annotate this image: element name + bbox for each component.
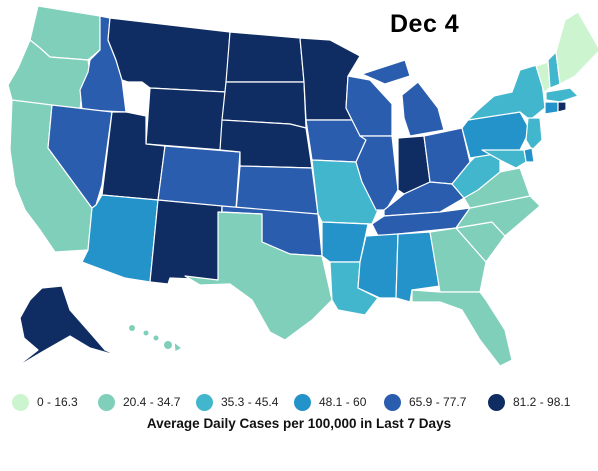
state-NM xyxy=(149,199,223,285)
legend-item-b4: 65.9 - 77.7 xyxy=(384,388,466,416)
state-RI xyxy=(557,101,567,113)
legend-swatch xyxy=(12,393,29,411)
state-MT xyxy=(107,17,231,93)
state-CT xyxy=(544,101,559,115)
us-choropleth-map xyxy=(7,5,598,369)
legend-item-b0: 0 - 16.3 xyxy=(12,388,78,416)
legend-item-b5: 81.2 - 98.1 xyxy=(488,388,570,416)
state-HI xyxy=(129,325,183,353)
state-MI xyxy=(361,59,445,137)
state-MD xyxy=(481,149,527,169)
legend-label: 81.2 - 98.1 xyxy=(513,395,571,409)
legend-swatch xyxy=(384,393,401,411)
legend-item-b1: 20.4 - 34.7 xyxy=(98,388,180,416)
legend: 0 - 16.3 20.4 - 34.7 35.3 - 45.4 48.1 - … xyxy=(0,388,598,416)
state-NJ xyxy=(525,117,543,151)
map-date: Dec 4 xyxy=(390,10,460,38)
state-KS xyxy=(235,165,319,215)
state-CO xyxy=(157,145,241,209)
legend-swatch xyxy=(294,393,311,411)
state-MA xyxy=(545,87,579,103)
legend-label: 65.9 - 77.7 xyxy=(409,395,467,409)
state-TX xyxy=(184,211,333,341)
state-AZ xyxy=(81,194,159,283)
legend-item-b3: 48.1 - 60 xyxy=(294,388,366,416)
state-ND xyxy=(225,31,305,83)
state-GA xyxy=(429,227,487,293)
legend-item-b2: 35.3 - 45.4 xyxy=(196,388,278,416)
legend-swatch xyxy=(98,393,115,411)
state-NY xyxy=(467,63,546,121)
state-AK xyxy=(14,285,119,369)
state-ME xyxy=(555,11,598,85)
legend-label: 35.3 - 45.4 xyxy=(221,395,279,409)
state-MS xyxy=(357,233,399,299)
legend-swatch xyxy=(196,393,213,411)
legend-label: 48.1 - 60 xyxy=(319,395,367,409)
legend-label: 0 - 16.3 xyxy=(37,395,78,409)
legend-swatch xyxy=(488,393,505,411)
legend-title: Average Daily Cases per 100,000 in Last … xyxy=(146,416,452,431)
legend-label: 20.4 - 34.7 xyxy=(123,395,181,409)
state-WY xyxy=(145,87,227,151)
state-IL xyxy=(355,135,399,211)
state-FL xyxy=(411,289,513,367)
